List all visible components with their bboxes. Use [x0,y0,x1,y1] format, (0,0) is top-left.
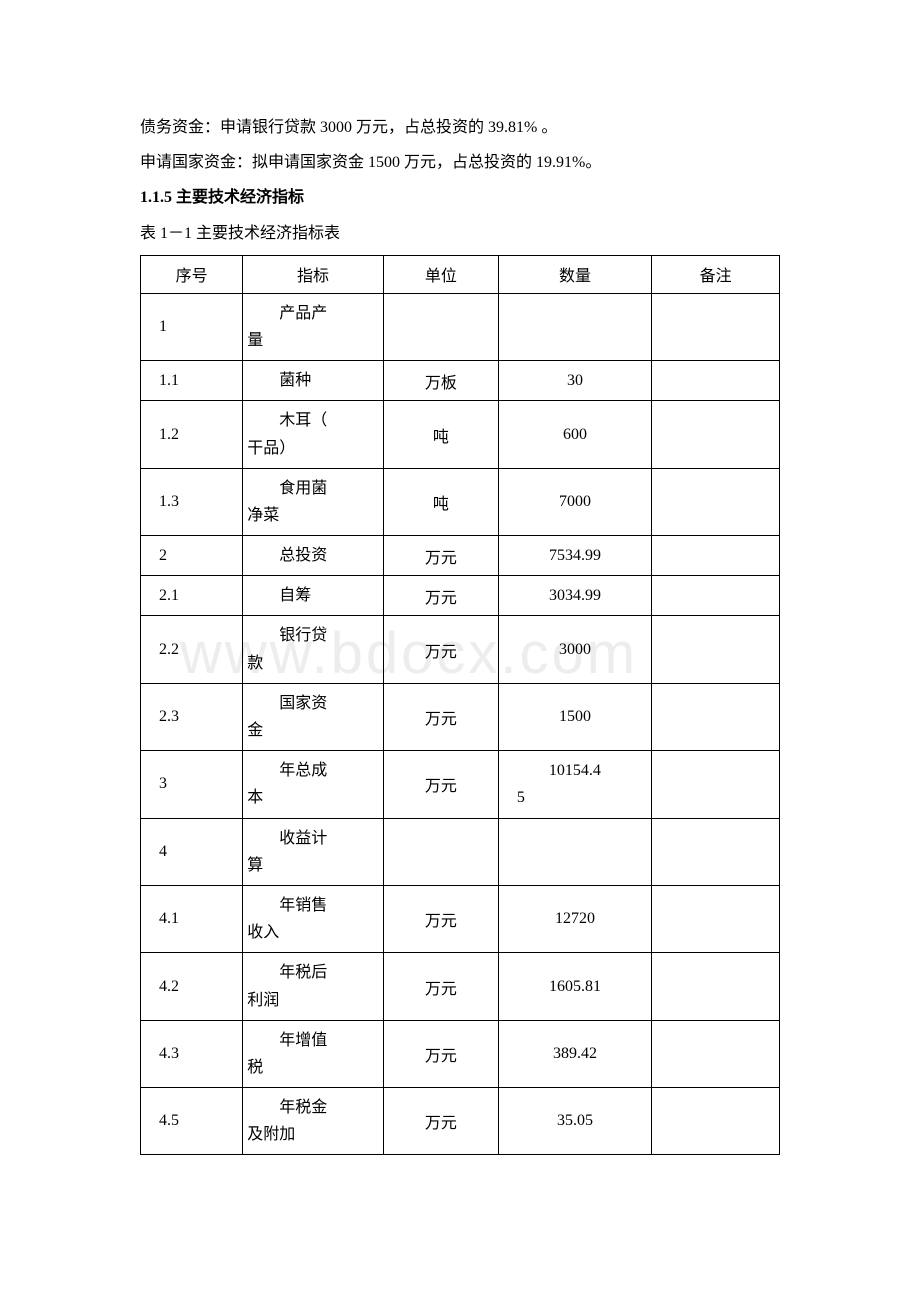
cell-remark [652,683,780,750]
cell-unit: 吨 [383,468,498,535]
cell-qty: 1605.81 [498,953,651,1020]
cell-indicator: 年税金及附加 [243,1088,384,1155]
cell-qty: 7534.99 [498,536,651,576]
header-seq: 序号 [141,255,243,293]
cell-qty: 1500 [498,683,651,750]
cell-qty: 12720 [498,885,651,952]
intro-line-1: 债务资金：申请银行贷款 3000 万元，占总投资的 39.81% 。 [140,110,780,145]
cell-seq: 2.1 [141,576,243,616]
table-row: 2.1自筹万元3034.99 [141,576,780,616]
table-row: 4收益计算 [141,818,780,885]
intro-line-2: 申请国家资金：拟申请国家资金 1500 万元，占总投资的 19.91%。 [140,145,780,180]
cell-remark [652,1020,780,1087]
cell-remark [652,293,780,360]
cell-qty: 389.42 [498,1020,651,1087]
table-row: 1.1菌种万板30 [141,361,780,401]
header-indicator: 指标 [243,255,384,293]
cell-seq: 4.2 [141,953,243,1020]
cell-seq: 2.3 [141,683,243,750]
cell-unit: 万板 [383,361,498,401]
header-unit: 单位 [383,255,498,293]
cell-remark [652,468,780,535]
cell-seq: 2.2 [141,616,243,683]
cell-seq: 1.3 [141,468,243,535]
table-row: 2.3国家资金万元1500 [141,683,780,750]
table-row: 4.1年销售收入万元12720 [141,885,780,952]
cell-unit: 万元 [383,1020,498,1087]
cell-remark [652,751,780,818]
cell-indicator: 自筹 [243,576,384,616]
table-body: 1产品产量1.1菌种万板301.2木耳（干品）吨6001.3食用菌净菜吨7000… [141,293,780,1155]
cell-indicator: 银行贷款 [243,616,384,683]
cell-remark [652,953,780,1020]
cell-unit [383,293,498,360]
cell-unit: 万元 [383,953,498,1020]
cell-remark [652,361,780,401]
indicators-table: 序号 指标 单位 数量 备注 1产品产量1.1菌种万板301.2木耳（干品）吨6… [140,255,780,1156]
table-caption: 表 1－1 主要技术经济指标表 [140,216,780,251]
cell-indicator: 产品产量 [243,293,384,360]
table-row: 1.2木耳（干品）吨600 [141,401,780,468]
cell-seq: 1 [141,293,243,360]
header-remark: 备注 [652,255,780,293]
cell-seq: 3 [141,751,243,818]
table-row: 2总投资万元7534.99 [141,536,780,576]
cell-unit: 万元 [383,751,498,818]
cell-indicator: 总投资 [243,536,384,576]
table-header-row: 序号 指标 单位 数量 备注 [141,255,780,293]
cell-indicator: 年税后利润 [243,953,384,1020]
cell-remark [652,885,780,952]
table-row: 1产品产量 [141,293,780,360]
cell-unit: 吨 [383,401,498,468]
cell-remark [652,818,780,885]
cell-unit: 万元 [383,616,498,683]
cell-indicator: 年销售收入 [243,885,384,952]
table-row: 2.2银行贷款万元3000 [141,616,780,683]
cell-unit [383,818,498,885]
cell-indicator: 菌种 [243,361,384,401]
table-row: 4.5年税金及附加万元35.05 [141,1088,780,1155]
cell-qty: 35.05 [498,1088,651,1155]
cell-unit: 万元 [383,1088,498,1155]
cell-unit: 万元 [383,885,498,952]
cell-qty: 30 [498,361,651,401]
cell-qty: 3034.99 [498,576,651,616]
cell-seq: 1.2 [141,401,243,468]
cell-remark [652,401,780,468]
cell-remark [652,616,780,683]
cell-indicator: 食用菌净菜 [243,468,384,535]
cell-indicator: 年总成本 [243,751,384,818]
page-content: 债务资金：申请银行贷款 3000 万元，占总投资的 39.81% 。 申请国家资… [140,110,780,1155]
cell-seq: 4.3 [141,1020,243,1087]
cell-seq: 4 [141,818,243,885]
table-row: 4.2年税后利润万元1605.81 [141,953,780,1020]
section-heading: 1.1.5 主要技术经济指标 [140,180,780,215]
cell-seq: 1.1 [141,361,243,401]
cell-remark [652,576,780,616]
cell-qty: 3000 [498,616,651,683]
table-row: 4.3年增值税万元389.42 [141,1020,780,1087]
cell-indicator: 国家资金 [243,683,384,750]
cell-seq: 2 [141,536,243,576]
cell-remark [652,536,780,576]
cell-qty: 10154.45 [498,751,651,818]
cell-indicator: 年增值税 [243,1020,384,1087]
cell-indicator: 收益计算 [243,818,384,885]
cell-qty: 7000 [498,468,651,535]
cell-indicator: 木耳（干品） [243,401,384,468]
header-qty: 数量 [498,255,651,293]
cell-unit: 万元 [383,683,498,750]
cell-qty [498,818,651,885]
cell-seq: 4.5 [141,1088,243,1155]
cell-qty [498,293,651,360]
cell-unit: 万元 [383,536,498,576]
cell-seq: 4.1 [141,885,243,952]
table-row: 3年总成本万元10154.45 [141,751,780,818]
cell-unit: 万元 [383,576,498,616]
cell-qty: 600 [498,401,651,468]
cell-remark [652,1088,780,1155]
table-row: 1.3食用菌净菜吨7000 [141,468,780,535]
